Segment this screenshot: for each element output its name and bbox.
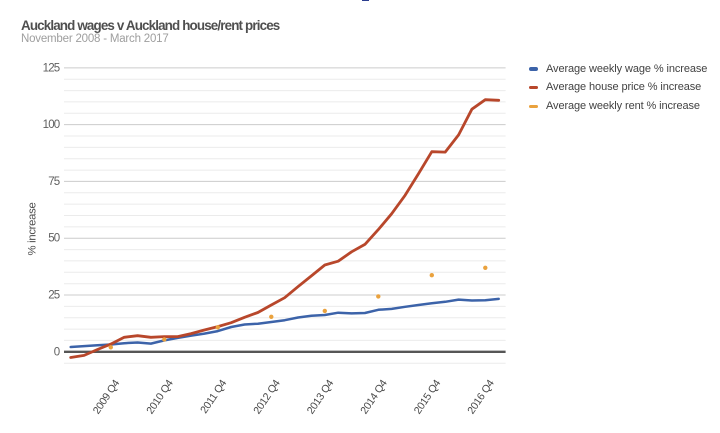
svg-text:2013 Q4: 2013 Q4 (305, 377, 337, 416)
svg-text:2016 Q4: 2016 Q4 (465, 377, 497, 416)
svg-text:2011 Q4: 2011 Q4 (198, 377, 229, 415)
svg-text:125: 125 (43, 62, 60, 74)
svg-text:25: 25 (48, 290, 60, 302)
svg-text:100: 100 (43, 119, 60, 131)
svg-text:2009 Q4: 2009 Q4 (91, 377, 123, 416)
svg-text:2010 Q4: 2010 Q4 (144, 377, 176, 416)
svg-text:75: 75 (48, 176, 60, 188)
svg-text:0: 0 (54, 346, 60, 358)
svg-text:2014 Q4: 2014 Q4 (358, 377, 390, 416)
svg-text:% increase: % increase (27, 203, 39, 256)
svg-text:50: 50 (48, 233, 60, 245)
svg-text:2015 Q4: 2015 Q4 (412, 377, 444, 416)
svg-text:2012 Q4: 2012 Q4 (251, 377, 283, 416)
